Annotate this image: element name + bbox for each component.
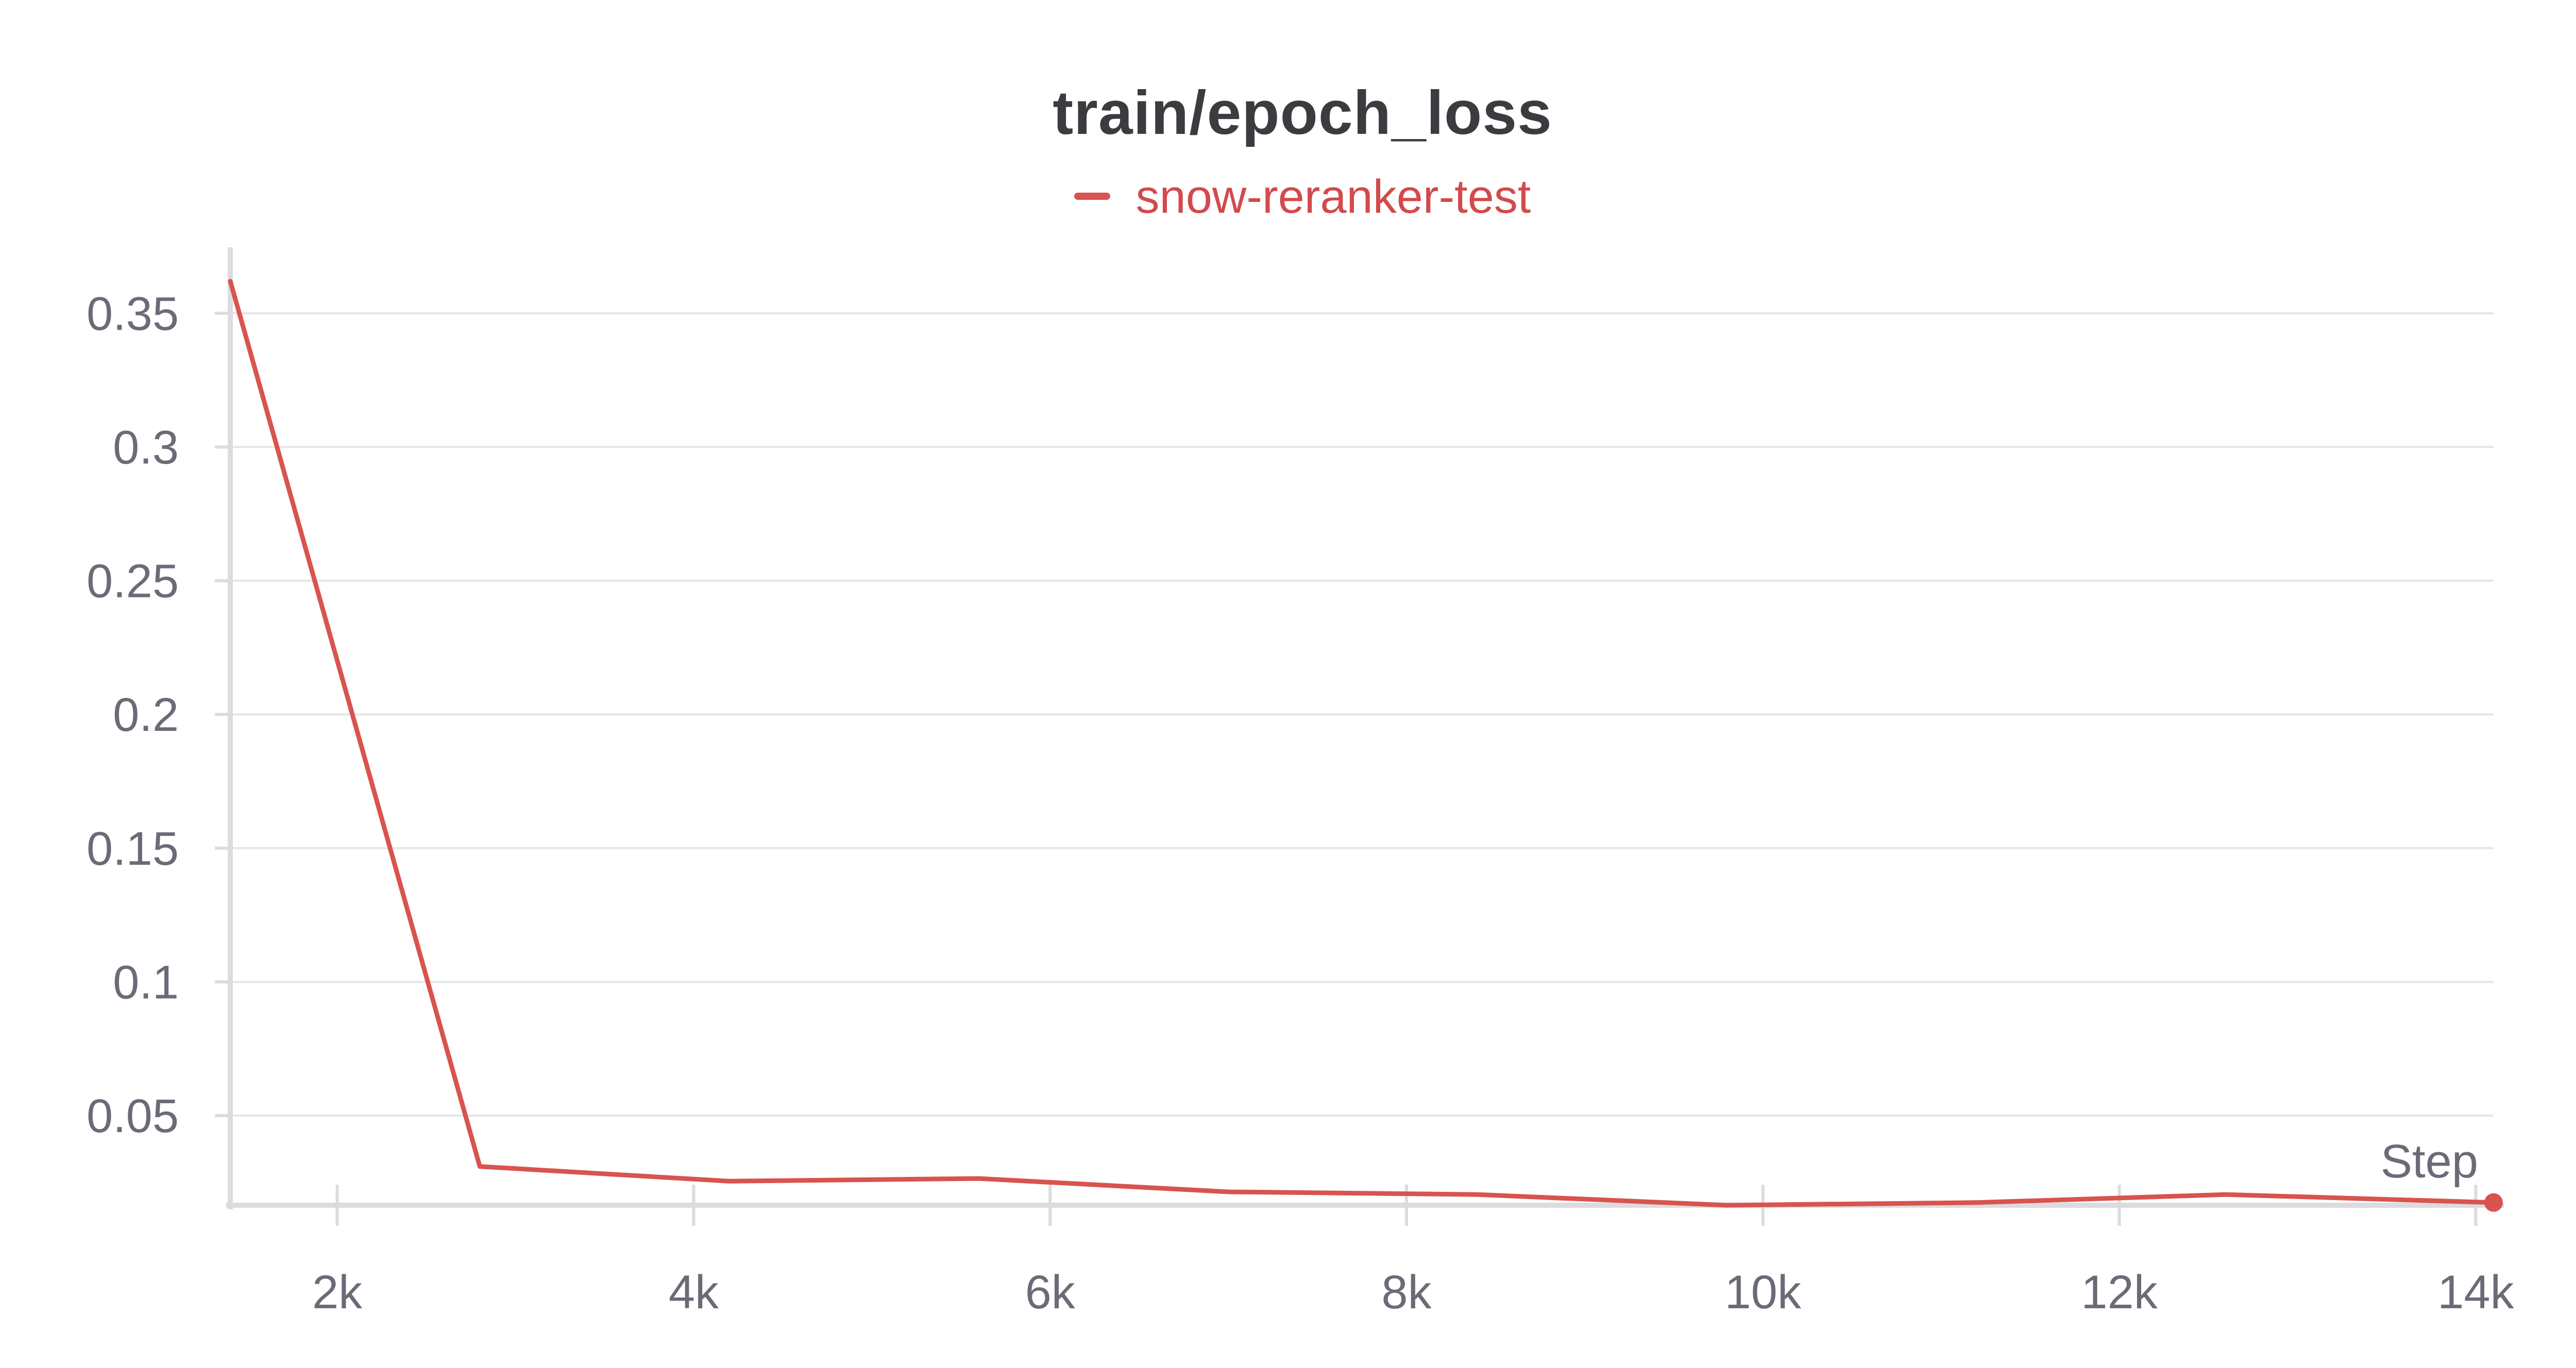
x-tick-label: 10k xyxy=(1725,1266,1802,1319)
y-tick-label: 0.15 xyxy=(87,823,179,875)
axes xyxy=(226,247,2504,1209)
y-tick-label: 0.05 xyxy=(87,1090,179,1142)
x-tick-label: 2k xyxy=(312,1266,363,1319)
ticks: 0.05 0.1 0.15 0.2 0.25 0.3 0.35 2k 4k 6k 8k 10k 12k 1… xyxy=(87,287,2515,1319)
series-end-point xyxy=(2484,1193,2503,1212)
grid-lines xyxy=(230,312,2494,1117)
y-tick-label: 0.3 xyxy=(113,421,179,474)
legend-label: snow-reranker-test xyxy=(1136,170,1531,223)
x-tick-label: 14k xyxy=(2437,1266,2514,1319)
y-tick-label: 0.25 xyxy=(87,555,179,608)
x-tick-label: 6k xyxy=(1025,1266,1076,1319)
y-tick-label: 0.1 xyxy=(113,956,179,1008)
y-tick-label: 0.2 xyxy=(113,689,179,741)
legend-swatch xyxy=(1074,192,1110,200)
series-group xyxy=(228,279,2503,1212)
x-tick-label: 4k xyxy=(669,1266,719,1319)
x-tick-label: 8k xyxy=(1381,1266,1432,1319)
chart-title: train/epoch_loss xyxy=(1053,78,1552,147)
y-tick-label: 0.35 xyxy=(87,287,179,340)
x-axis-label: Step xyxy=(2381,1135,2478,1188)
series-line xyxy=(228,279,2496,1208)
legend[interactable]: snow-reranker-test xyxy=(0,170,2576,224)
x-tick-label: 12k xyxy=(2081,1266,2158,1319)
